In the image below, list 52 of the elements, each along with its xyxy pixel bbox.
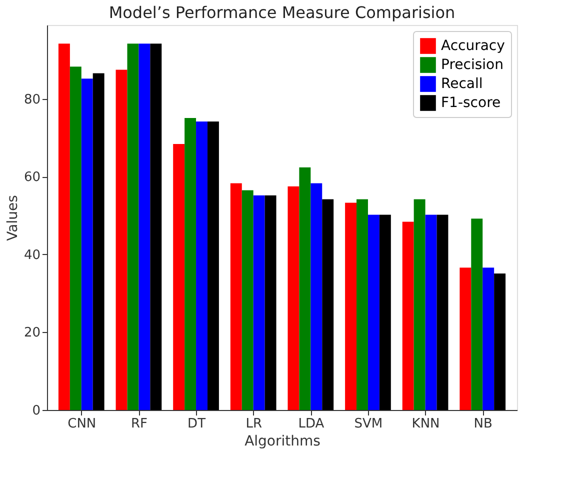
bar xyxy=(127,44,139,410)
bar xyxy=(414,199,426,410)
bar xyxy=(184,118,196,410)
legend-label: Recall xyxy=(441,76,483,92)
bar xyxy=(207,121,219,410)
x-tick-label: LR xyxy=(246,416,262,432)
x-tick-label: DT xyxy=(188,416,206,432)
bar xyxy=(494,274,506,410)
chart-title: Model’s Performance Measure Comparision xyxy=(108,3,456,22)
x-tick-label: RF xyxy=(130,416,148,432)
bar xyxy=(288,186,300,410)
bar xyxy=(116,70,128,410)
bar xyxy=(356,199,368,410)
legend-label: Accuracy xyxy=(441,38,505,54)
x-tick-label: CNN xyxy=(68,416,96,432)
bar xyxy=(425,214,437,410)
bar xyxy=(460,268,472,410)
bar xyxy=(58,44,70,410)
y-tick-label: 0 xyxy=(32,404,40,418)
bar xyxy=(253,195,265,410)
y-tick-label: 80 xyxy=(24,92,40,108)
bar xyxy=(264,195,276,410)
x-tick-label: SVM xyxy=(354,416,383,432)
bar xyxy=(482,268,494,410)
bar xyxy=(322,199,334,410)
y-tick-label: 60 xyxy=(24,170,40,186)
x-tick-label: KNN xyxy=(412,416,440,432)
y-axis-title: Values xyxy=(4,195,21,241)
x-tick-label: NB xyxy=(474,416,492,432)
bar xyxy=(310,183,322,410)
bar xyxy=(436,214,448,410)
bar xyxy=(242,190,254,410)
bar xyxy=(138,44,150,410)
bar xyxy=(173,144,185,410)
bar xyxy=(402,222,414,410)
bar xyxy=(196,121,208,410)
bar xyxy=(368,214,380,410)
bar xyxy=(230,183,242,410)
bar xyxy=(81,78,93,410)
bar xyxy=(150,44,162,410)
x-axis-title: Algorithms xyxy=(244,434,320,450)
y-tick-label: 40 xyxy=(24,248,40,263)
bar xyxy=(70,66,82,410)
bar xyxy=(345,202,357,410)
y-tick-label: 20 xyxy=(24,326,40,341)
bar xyxy=(92,73,104,410)
legend-label: F1-score xyxy=(441,95,501,111)
bar xyxy=(471,218,483,410)
legend-label: Precision xyxy=(441,57,504,73)
bar xyxy=(299,167,311,410)
x-tick-label: LDA xyxy=(298,416,324,432)
bar xyxy=(379,214,391,410)
